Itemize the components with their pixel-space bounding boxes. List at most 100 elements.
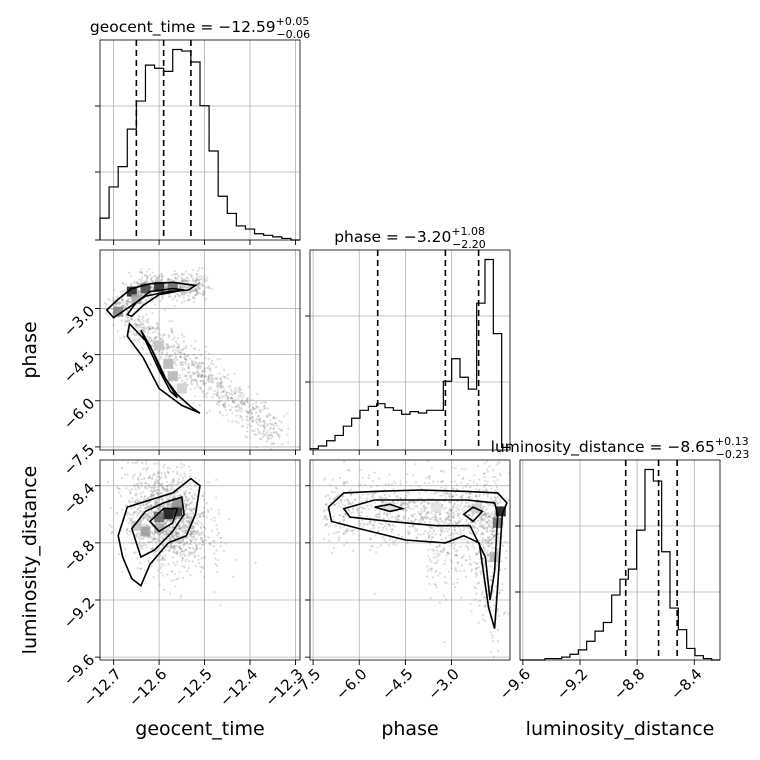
- sample-point: [142, 516, 146, 520]
- sample-point: [337, 493, 340, 496]
- sample-point: [182, 517, 185, 520]
- sample-point: [151, 531, 154, 534]
- sample-point: [347, 500, 350, 503]
- sample-point: [219, 386, 222, 389]
- sample-point: [181, 273, 184, 276]
- sample-point: [385, 521, 388, 525]
- sample-point: [138, 537, 142, 540]
- sample-point: [236, 409, 239, 413]
- sample-point: [449, 502, 452, 505]
- sample-point: [499, 560, 503, 563]
- sample-point: [482, 595, 486, 599]
- sample-point: [126, 319, 129, 322]
- sample-point: [181, 285, 184, 288]
- sample-point: [174, 530, 178, 534]
- sample-point: [203, 292, 206, 295]
- sample-point: [407, 532, 410, 535]
- sample-point: [202, 498, 206, 501]
- sample-point: [161, 295, 164, 299]
- sample-point: [393, 525, 396, 528]
- sample-point: [252, 407, 255, 411]
- sample-point: [175, 527, 179, 530]
- sample-point: [154, 478, 158, 481]
- sample-point: [436, 519, 440, 522]
- sample-point: [400, 535, 404, 539]
- sample-point: [201, 370, 204, 373]
- sample-point: [141, 322, 145, 326]
- sample-point: [147, 505, 150, 508]
- sample-point: [461, 556, 464, 559]
- sample-point: [345, 498, 349, 501]
- sample-point: [183, 472, 186, 475]
- sample-point: [258, 410, 261, 413]
- sample-point: [151, 271, 154, 274]
- sample-point: [135, 494, 138, 497]
- sample-point: [164, 489, 167, 492]
- sample-point: [124, 320, 127, 324]
- sample-point: [159, 483, 163, 486]
- sample-point: [165, 505, 169, 508]
- sample-point: [189, 388, 192, 391]
- sample-point: [200, 374, 203, 377]
- sample-point: [150, 494, 153, 497]
- sample-point: [137, 291, 140, 294]
- sample-point: [191, 268, 194, 272]
- sample-point: [452, 541, 455, 544]
- sample-point: [158, 484, 161, 487]
- sample-point: [182, 524, 186, 527]
- sample-point: [176, 342, 179, 345]
- sample-point: [436, 480, 439, 483]
- sample-point: [176, 552, 179, 555]
- sample-point: [441, 480, 444, 483]
- sample-point: [187, 362, 191, 365]
- histogram-panel-luminosity_distance: luminosity_distance = −8.65+0.13 −0.23: [491, 435, 749, 665]
- sample-point: [489, 606, 492, 609]
- sample-point: [126, 316, 129, 319]
- sample-point: [460, 532, 463, 535]
- sample-point: [192, 512, 196, 515]
- sample-point: [370, 544, 373, 548]
- sample-point: [187, 546, 191, 549]
- sample-point: [493, 510, 496, 513]
- sample-point: [287, 441, 290, 444]
- sample-point: [202, 379, 205, 383]
- contour-level-3: [140, 329, 178, 399]
- sample-point: [187, 516, 191, 519]
- sample-point: [480, 520, 483, 523]
- sample-point: [185, 541, 189, 544]
- density-cell: [154, 340, 165, 351]
- sample-point: [111, 296, 114, 300]
- sample-point: [431, 548, 434, 551]
- sample-point: [495, 499, 498, 502]
- sample-point: [381, 501, 384, 504]
- sample-point: [161, 294, 164, 297]
- histogram-phase: [309, 258, 511, 450]
- sample-point: [184, 270, 187, 273]
- sample-point: [152, 280, 155, 283]
- sample-point: [467, 506, 470, 509]
- sample-point: [145, 327, 148, 330]
- sample-point: [166, 532, 169, 535]
- sample-point: [361, 476, 364, 479]
- sample-point: [491, 598, 495, 601]
- sample-point: [157, 539, 161, 542]
- sample-point: [190, 517, 193, 520]
- sample-point: [249, 408, 252, 411]
- sample-point: [412, 520, 415, 523]
- sample-point: [202, 383, 205, 386]
- sample-point: [203, 557, 206, 560]
- sample-point: [147, 507, 150, 510]
- sample-point: [488, 465, 491, 468]
- sample-point: [430, 560, 433, 563]
- sample-point: [225, 391, 228, 394]
- sample-point: [482, 564, 486, 568]
- sample-point: [324, 476, 327, 480]
- sample-point: [199, 379, 202, 383]
- sample-point: [251, 420, 255, 423]
- sample-point: [154, 536, 157, 539]
- sample-point: [438, 553, 441, 556]
- sample-point: [220, 385, 223, 388]
- sample-point: [172, 548, 176, 552]
- sample-point: [175, 578, 178, 581]
- sample-point: [196, 278, 199, 282]
